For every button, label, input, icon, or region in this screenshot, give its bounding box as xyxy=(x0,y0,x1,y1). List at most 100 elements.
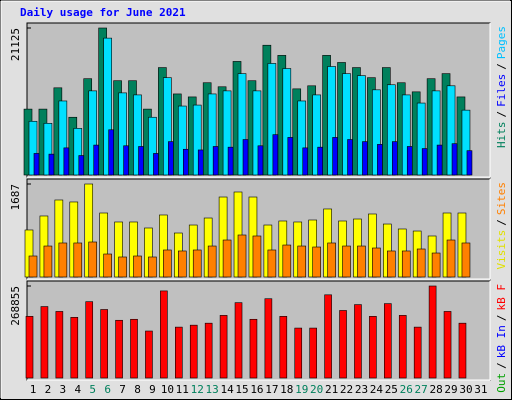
bar xyxy=(100,309,108,379)
bar xyxy=(192,104,202,176)
bar xyxy=(118,256,127,278)
bar xyxy=(294,327,303,379)
bar xyxy=(28,255,38,278)
bar xyxy=(466,150,473,176)
x-tick-label: 29 xyxy=(444,383,457,396)
bar xyxy=(234,302,243,379)
legend-label: kB Out xyxy=(495,373,508,400)
x-tick-label: 9 xyxy=(149,383,156,396)
bar xyxy=(264,298,273,379)
bar xyxy=(401,94,411,176)
bar xyxy=(372,247,381,278)
bar xyxy=(55,311,64,379)
bar xyxy=(63,147,70,176)
bar xyxy=(377,144,383,176)
bar xyxy=(461,109,471,176)
bar xyxy=(73,242,83,278)
x-tick-label: 27 xyxy=(415,383,428,396)
legend-label: / xyxy=(495,362,508,369)
x-tick-label: 19 xyxy=(295,383,308,396)
x-tick-label: 21 xyxy=(325,383,338,396)
bar xyxy=(242,139,249,176)
bar xyxy=(148,116,157,176)
x-tick-label: 1 xyxy=(30,383,37,396)
x-tick-label: 26 xyxy=(400,383,413,396)
bar xyxy=(73,128,83,176)
bar xyxy=(153,153,159,176)
bar xyxy=(297,245,307,278)
bar xyxy=(446,239,456,278)
bar xyxy=(369,316,377,379)
y-tick-label: 21125 xyxy=(9,28,22,61)
bar xyxy=(267,249,277,278)
x-tick-label: 4 xyxy=(74,383,81,396)
bar xyxy=(237,234,247,278)
bar xyxy=(175,326,183,379)
bar xyxy=(428,285,437,379)
bar xyxy=(163,249,172,278)
bar xyxy=(43,122,53,176)
bar xyxy=(103,253,112,278)
bar xyxy=(282,244,292,278)
x-tick-label: 2 xyxy=(45,383,52,396)
bar xyxy=(406,146,413,176)
bar xyxy=(413,326,422,379)
bar xyxy=(78,155,85,176)
bar xyxy=(362,141,368,176)
x-tick-label: 17 xyxy=(265,383,278,396)
bar xyxy=(168,141,174,176)
bar xyxy=(387,84,396,176)
bar xyxy=(398,315,407,379)
x-tick-label: 25 xyxy=(385,383,398,396)
bar xyxy=(204,322,213,379)
legend-label: / xyxy=(495,315,508,322)
legend-label: Pages xyxy=(495,26,508,59)
bar xyxy=(189,324,198,379)
bar xyxy=(58,242,68,278)
bar xyxy=(222,90,232,176)
bar xyxy=(342,245,351,278)
bar xyxy=(25,316,34,379)
legend-label: Files xyxy=(495,74,508,107)
x-tick-label: 16 xyxy=(250,383,263,396)
bar xyxy=(219,315,228,379)
bar xyxy=(207,245,217,278)
bar xyxy=(257,145,264,176)
bar xyxy=(324,294,332,379)
bar xyxy=(28,120,38,176)
x-tick-label: 20 xyxy=(310,383,323,396)
bar xyxy=(357,245,366,278)
x-tick-label: 11 xyxy=(176,383,189,396)
bar xyxy=(40,306,49,379)
bar xyxy=(133,255,142,278)
bar xyxy=(401,250,411,278)
bar xyxy=(312,94,321,176)
bar xyxy=(197,149,204,176)
bar xyxy=(130,318,138,379)
x-tick-label: 14 xyxy=(220,383,234,396)
x-tick-label: 22 xyxy=(340,383,353,396)
legend-label: / xyxy=(495,63,508,70)
bar xyxy=(461,242,471,278)
bar xyxy=(332,137,338,176)
bar xyxy=(43,245,53,278)
x-tick-label: 3 xyxy=(60,383,67,396)
bar xyxy=(48,153,55,176)
x-tick-label: 23 xyxy=(355,383,368,396)
x-tick-label: 12 xyxy=(191,383,204,396)
bar xyxy=(431,90,441,176)
x-tick-label: 8 xyxy=(134,383,141,396)
x-tick-label: 10 xyxy=(161,383,174,396)
y-tick-label: 1687 xyxy=(9,184,22,211)
bar xyxy=(458,322,467,379)
bar xyxy=(436,144,443,176)
bar xyxy=(317,146,323,176)
bar xyxy=(267,63,277,176)
bar xyxy=(309,327,317,379)
bar xyxy=(421,148,428,176)
bar xyxy=(443,311,452,379)
legend-label: Hits xyxy=(495,122,508,149)
bar xyxy=(118,92,127,176)
